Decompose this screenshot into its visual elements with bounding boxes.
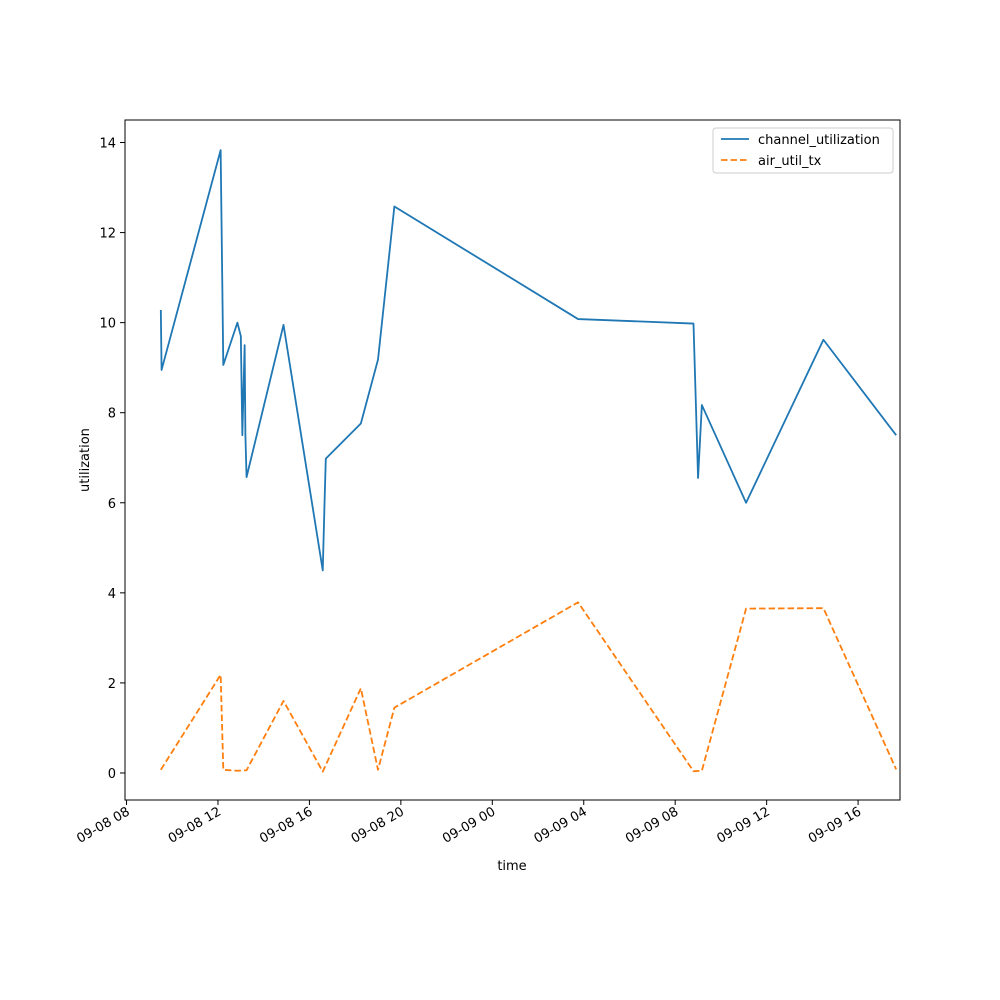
series-line-air-util-tx xyxy=(160,601,898,773)
series-layer xyxy=(159,149,898,773)
legend-label-air-util-tx: air_util_tx xyxy=(758,154,822,169)
legend: channel_utilization air_util_tx xyxy=(712,127,894,174)
y-axis: 0 2 4 6 8 10 12 14 xyxy=(99,137,125,782)
x-axis-label: time xyxy=(497,859,526,874)
y-tick-label: 8 xyxy=(108,407,116,422)
y-tick-label: 10 xyxy=(99,317,116,332)
series-line-channel-utilization xyxy=(159,149,897,572)
y-axis-label: utilization xyxy=(78,428,93,492)
y-tick-label: 2 xyxy=(108,677,116,692)
y-tick-label: 4 xyxy=(108,587,116,602)
y-tick-label: 12 xyxy=(99,227,116,242)
y-tick-label: 0 xyxy=(108,767,116,782)
legend-box xyxy=(712,127,894,174)
legend-label-channel-utilization: channel_utilization xyxy=(758,133,880,148)
y-tick-label: 14 xyxy=(99,137,116,152)
plot-area-frame xyxy=(124,119,901,801)
y-tick-label: 6 xyxy=(108,497,116,512)
